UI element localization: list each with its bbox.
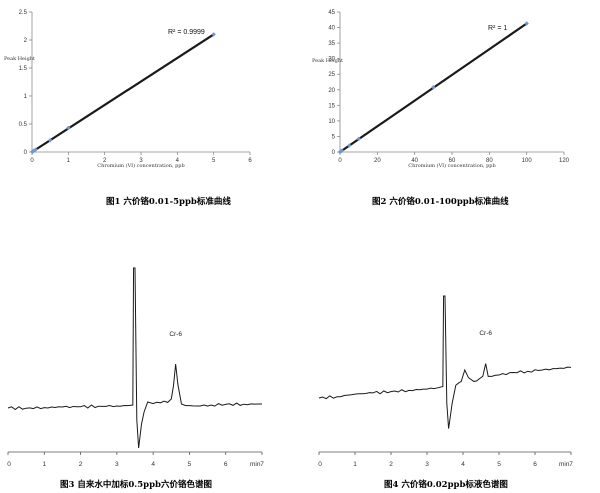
fig3-x-tick-label: 3 [115, 461, 119, 468]
fig4-signal-trace [318, 295, 572, 429]
fig4-x-tick-label: 3 [425, 461, 429, 468]
fig1-y-tick-label: 1.5 [19, 66, 28, 72]
fig2-y-tick-label: 5 [332, 134, 336, 140]
fig2-data-point [347, 143, 352, 148]
fig1-x-tick-label: 1 [67, 158, 71, 164]
fig2-y-axis-label: Peak Height [312, 58, 343, 64]
fig3-x-tick-label: 6 [224, 461, 228, 468]
fig2-data-point [339, 148, 345, 153]
fig1-data-point [47, 138, 53, 143]
fig2-y-tick-label: 45 [328, 10, 335, 16]
fig1-y-axis-label: Peak Height [4, 56, 35, 62]
fig4-x-tick-label: 2 [389, 461, 393, 468]
fig1-y-tick-label: 2 [24, 38, 28, 44]
fig1-x-axis-label: Chromium (VI) concentration, ppb [97, 162, 184, 169]
fig2-y-tick-label: 10 [328, 119, 335, 125]
fig1-r-squared: R² = 0.9999 [168, 29, 205, 36]
fig3-x-tick-label: 7 [260, 461, 264, 468]
fig2-x-tick-label: 100 [522, 158, 533, 164]
fig2-x-tick-label: 0 [338, 158, 342, 164]
fig2-data-point [524, 21, 529, 26]
fig4-x-tick-label: 0 [318, 461, 322, 468]
fig3-x-tick-label: 1 [42, 461, 46, 468]
fig1-data-point [211, 32, 216, 37]
fig2-data-point [431, 85, 436, 90]
fig2-y-tick-label: 15 [328, 103, 335, 109]
fig2-x-tick-label: 120 [559, 158, 570, 164]
fig2-y-tick-label: 20 [328, 88, 335, 94]
fig4-x-tick-label: 1 [353, 461, 357, 468]
figure1-caption: 图1 六价铬0.01-5ppb标准曲线 [106, 197, 231, 207]
fig2-x-tick-label: 60 [449, 158, 456, 164]
fig3-x-tick-label: 4 [151, 461, 155, 468]
fig2-data-point [356, 136, 361, 142]
fig3-peak-label: Cr-6 [169, 331, 182, 338]
fig2-y-tick-label: 35 [328, 41, 335, 47]
fig2-y-tick-label: 40 [328, 26, 335, 32]
fig1-x-tick-label: 3 [139, 158, 143, 164]
fig1-data-point [66, 125, 71, 131]
fig4-peak-label: Cr-6 [479, 330, 492, 337]
fig1-x-tick-label: 0 [30, 158, 34, 164]
fig1-trendline [31, 33, 215, 153]
fig2-y-tick-label: 30 [328, 57, 335, 63]
figure3-caption: 图3 自来水中加标0.5ppb六价铬色谱图 [60, 480, 212, 490]
fig1-x-tick-label: 2 [103, 158, 107, 164]
fig2-x-tick-label: 40 [411, 158, 418, 164]
fig3-x-tick-label: 2 [79, 461, 83, 468]
fig1-x-tick-label: 4 [176, 158, 180, 164]
fig3-x-unit-label: min [250, 461, 261, 468]
fig1-x-tick-label: 5 [212, 158, 216, 164]
fig2-r-squared: R² = 1 [488, 25, 507, 32]
figure4-caption: 图4 六价铬0.02ppb标液色谱图 [384, 480, 508, 490]
fig2-y-tick-label: 0 [332, 150, 336, 156]
fig3-signal-trace [7, 267, 263, 449]
fig3-x-tick-label: 0 [7, 461, 11, 468]
fig4-x-tick-label: 4 [461, 461, 465, 468]
fig1-y-tick-label: 0 [24, 150, 28, 156]
fig1-y-tick-label: 0.5 [19, 122, 28, 128]
fig2-x-tick-label: 20 [374, 158, 381, 164]
fig1-y-tick-label: 1 [24, 94, 28, 100]
fig2-x-tick-label: 80 [486, 158, 493, 164]
fig3-x-tick-label: 5 [188, 461, 192, 468]
fig2-y-tick-label: 25 [328, 72, 335, 78]
fig4-x-unit-label: min [559, 461, 570, 468]
fig4-x-tick-label: 5 [497, 461, 501, 468]
fig1-data-point [31, 148, 37, 154]
fig1-x-tick-label: 6 [248, 158, 252, 164]
fig1-y-tick-label: 2.5 [19, 10, 28, 16]
fig1-data-point [33, 147, 38, 152]
figure2-caption: 图2 六价铬0.01-100ppb标准曲线 [372, 197, 509, 207]
fig4-x-tick-label: 6 [533, 461, 537, 468]
fig2-x-axis-label: Chromium (VI) concentration, ppb [408, 162, 495, 169]
fig4-x-tick-label: 7 [569, 461, 573, 468]
